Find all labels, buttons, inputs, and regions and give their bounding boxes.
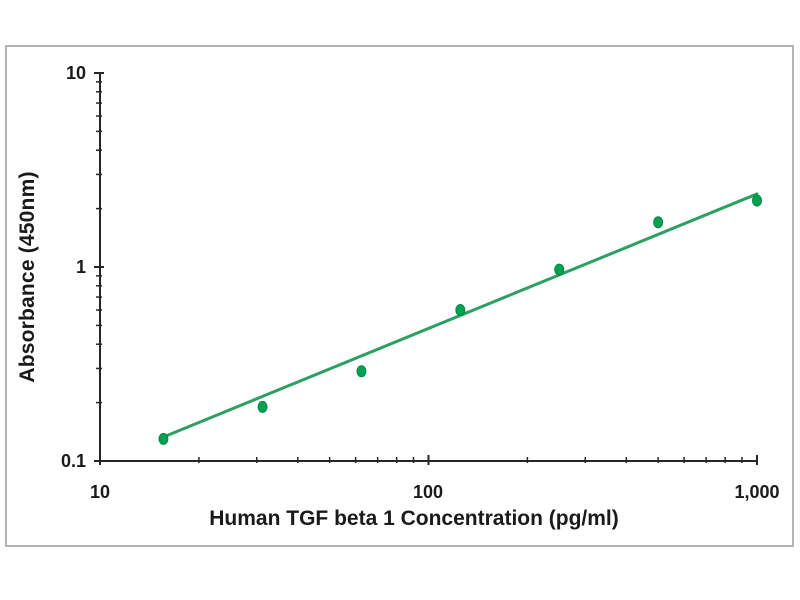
y-tick-label-10: 10 xyxy=(65,63,86,83)
y-axis-title: Absorbance (450nm) xyxy=(16,171,39,383)
data-point xyxy=(158,432,169,445)
y-tick-label-1: 1 xyxy=(75,257,86,277)
data-point xyxy=(653,216,664,229)
y-tick-label-0.1: 0.1 xyxy=(60,451,86,471)
x-axis-title: Human TGF beta 1 Concentration (pg/ml) xyxy=(209,507,619,530)
chart-frame xyxy=(5,45,794,547)
data-point xyxy=(455,304,466,317)
data-point xyxy=(752,194,762,207)
x-tick-label-10: 10 xyxy=(89,482,111,502)
data-point xyxy=(257,400,268,413)
x-tick-label-100: 100 xyxy=(412,482,444,502)
data-point xyxy=(554,263,565,276)
data-point xyxy=(356,365,367,378)
x-tick-label-1000: 1,000 xyxy=(734,482,780,502)
